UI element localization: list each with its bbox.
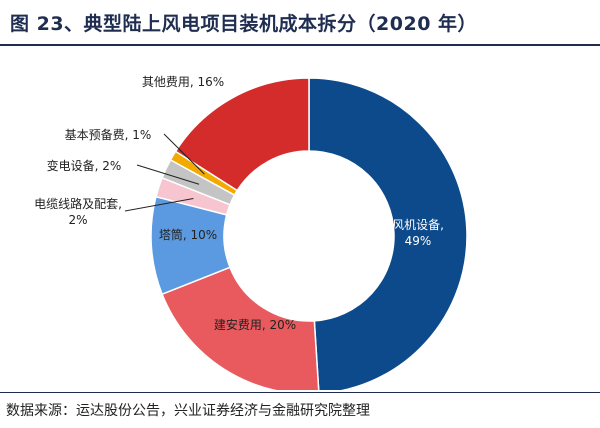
slice-label-s1: 建安费用, 20%	[214, 317, 296, 332]
slice-label-s4: 变电设备, 2%	[47, 158, 122, 173]
donut-slice-6	[174, 77, 310, 192]
figure-title: 图 23、典型陆上风电项目装机成本拆分（2020 年）	[10, 13, 478, 35]
source-note: 数据来源：运达股份公告，兴业证券经济与金融研究院整理	[6, 403, 370, 419]
slice-label-s2: 塔筒, 10%	[159, 227, 217, 242]
title-divider	[0, 44, 600, 46]
source-divider	[0, 392, 600, 393]
donut-slice-1	[161, 266, 320, 390]
donut-chart: 风机设备, 49% 建安费用, 20% 塔筒, 10% 其他费用, 16% 基本预备费, …	[34, 75, 468, 390]
figure-header: 图 23、典型陆上风电项目装机成本拆分（2020 年）	[0, 0, 600, 44]
donut-slice-0	[308, 77, 468, 390]
slice-label-s3: 电缆线路及配套, 2%	[34, 196, 122, 227]
slice-label-s6: 其他费用, 16%	[142, 75, 224, 89]
slice-label-s5: 基本预备费, 1%	[65, 128, 152, 142]
leader-line-3	[124, 197, 194, 212]
leader-line-5	[163, 133, 205, 175]
slice-label-s0: 风机设备, 49%	[392, 218, 444, 248]
leader-line-4	[136, 164, 200, 185]
